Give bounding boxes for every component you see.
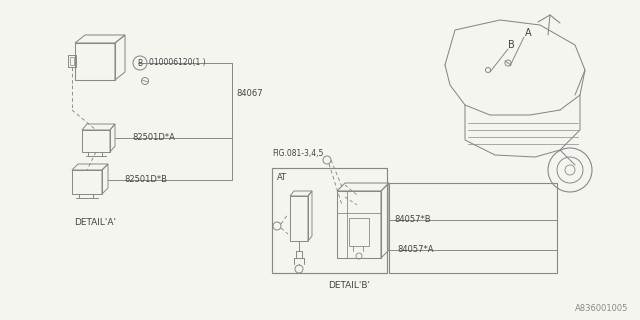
Bar — [272, 168, 387, 273]
Text: DETAIL'A': DETAIL'A' — [74, 218, 116, 227]
Text: 84057*A: 84057*A — [397, 245, 433, 254]
Text: AT: AT — [277, 173, 287, 182]
Bar — [68, 55, 76, 67]
Text: 84067: 84067 — [236, 89, 262, 98]
Text: 84057*B: 84057*B — [394, 215, 431, 225]
Text: 82501D*B: 82501D*B — [124, 175, 167, 185]
Text: FIG.081-3,4,5: FIG.081-3,4,5 — [272, 149, 323, 158]
Text: 010006120(1 ): 010006120(1 ) — [149, 59, 205, 68]
Text: A: A — [525, 28, 532, 38]
Bar — [389, 183, 557, 273]
Text: B: B — [508, 40, 515, 50]
Text: DETAIL'B': DETAIL'B' — [328, 281, 370, 290]
Text: 82501D*A: 82501D*A — [132, 133, 175, 142]
Bar — [70, 57, 74, 65]
Text: A836001005: A836001005 — [575, 304, 628, 313]
Bar — [349, 218, 369, 246]
Text: B: B — [138, 59, 143, 68]
